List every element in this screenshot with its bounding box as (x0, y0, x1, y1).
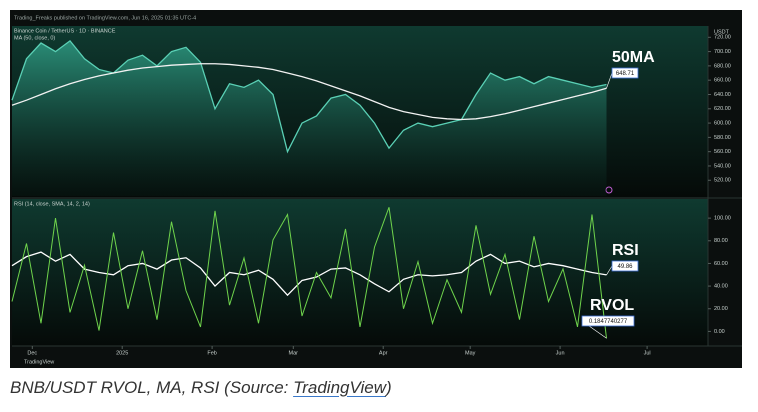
y-tick-label: 640.00 (714, 92, 731, 98)
x-tick-label: Apr (379, 350, 388, 356)
x-tick-label: Feb (207, 350, 216, 356)
annotation-connector (606, 265, 613, 276)
plots: 520.00 540.00 560.00 580.00 600.00 620.00 640.… (11, 35, 731, 356)
y-tick-label: 20.00 (714, 306, 728, 312)
series-annotation: RVOL (590, 297, 634, 314)
x-tick-label: Dec (27, 350, 37, 356)
value-box (581, 315, 635, 327)
value-label: 648.71 (616, 71, 635, 77)
x-tick-label: Mar (289, 350, 299, 356)
publisher: Trading_Freaks published on TradingView.… (14, 15, 196, 21)
y-tick-label: 100.00 (714, 216, 731, 222)
x-tick-label: Jul (644, 350, 651, 356)
y-tick-label: 40.00 (714, 284, 728, 290)
price-area (12, 40, 607, 197)
x-tick-label: Jun (556, 350, 565, 356)
value-label: 0.1847740277 (589, 319, 628, 325)
chart: Trading_Freaks published on TradingView.… (10, 10, 742, 368)
source-link[interactable]: TradingView (293, 378, 387, 397)
y-tick-label: 720.00 (714, 35, 731, 41)
y-tick-label: 520.00 (714, 178, 731, 184)
caption: BNB/USDT RVOL, MA, RSI (Source: TradingV… (10, 378, 392, 398)
series-annotation: 50MA (612, 49, 655, 66)
series-annotation: RSI (612, 242, 639, 259)
y-tick-label: 0.00 (714, 329, 725, 335)
value-box (611, 67, 639, 79)
series-line (11, 39, 607, 154)
series-line (11, 207, 607, 339)
x-tick-label: 2025 (116, 350, 128, 356)
watermark: TradingView (24, 359, 54, 365)
y-tick-label: 620.00 (714, 106, 731, 112)
x-tick-label: May (465, 350, 476, 356)
price-title: Binance Coin / TetherUS · 1D · BINANCE (14, 28, 116, 34)
caption-end: ) (386, 378, 392, 397)
y-tick-label: 540.00 (714, 163, 731, 169)
y-tick-label: 700.00 (714, 49, 731, 55)
series-line (11, 63, 607, 121)
y-tick-label: 580.00 (714, 135, 731, 141)
y-tick-label: 660.00 (714, 78, 731, 84)
y-tick-label: 680.00 (714, 63, 731, 69)
y-tick-label: 80.00 (714, 238, 728, 244)
caption-text: BNB/USDT RVOL, MA, RSI (Source: (10, 378, 294, 397)
value-label: 49.86 (617, 264, 633, 270)
y-unit: USDT (714, 29, 730, 35)
annotation-connector (606, 72, 613, 89)
y-tick-label: 60.00 (714, 261, 728, 267)
value-box (611, 260, 639, 272)
y-tick-label: 600.00 (714, 121, 731, 127)
rsi-title: RSI (14, close, SMA, 14, 2, 14) (14, 201, 90, 207)
y-tick-label: 560.00 (714, 149, 731, 155)
ma-title: MA (50, close, 0) (14, 35, 55, 41)
